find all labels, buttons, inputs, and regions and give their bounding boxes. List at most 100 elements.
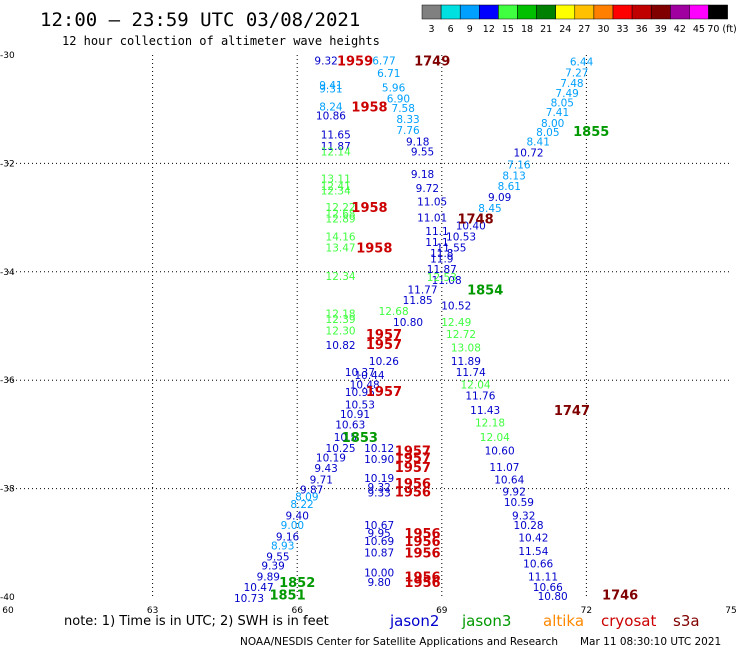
color-swatch xyxy=(421,4,442,20)
color-swatch xyxy=(689,4,709,20)
swh-value: 9.72 xyxy=(416,183,439,195)
swh-value: 9.71 xyxy=(310,474,333,486)
swh-value: 9.55 xyxy=(266,551,289,563)
swh-value: 8.33 xyxy=(396,114,419,126)
swh-value: 13.08 xyxy=(451,343,481,355)
color-scale-label: 27 xyxy=(578,24,590,35)
swh-value: 11.54 xyxy=(518,546,548,558)
time-label: 1957 xyxy=(366,338,402,353)
time-label: 1959 xyxy=(337,54,373,69)
swh-value: 10.91 xyxy=(340,409,370,421)
color-scale-label: 3 xyxy=(429,24,435,35)
color-scale-label: 9 xyxy=(467,24,473,35)
swh-value: 10.37 xyxy=(345,367,375,379)
color-swatch xyxy=(517,4,537,20)
swh-value: 8.05 xyxy=(536,127,559,139)
color-scale-label: 18 xyxy=(521,24,533,35)
swh-value: 7.49 xyxy=(555,88,578,100)
y-tick-label: -32 xyxy=(0,159,15,169)
footer-note: note: 1) Time is in UTC; 2) SWH is in fe… xyxy=(64,614,329,629)
swh-value: 8.45 xyxy=(478,203,501,215)
swh-value: 9.43 xyxy=(314,463,337,475)
color-swatch xyxy=(440,4,461,20)
color-scale-label: 33 xyxy=(617,24,629,35)
swh-value: 11.85 xyxy=(403,295,433,307)
swh-value: 12.39 xyxy=(326,314,356,326)
swh-value: 10.69 xyxy=(364,536,394,548)
swh-value: 11.07 xyxy=(489,462,519,474)
time-label: 1956 xyxy=(395,477,431,492)
swh-value: 11.01 xyxy=(417,213,447,225)
swh-value: 8.24 xyxy=(319,101,343,113)
swh-value: 10.80 xyxy=(538,591,568,603)
swh-value: 12.30 xyxy=(326,325,356,337)
x-axis-ticks: 60 63 66 69 72 75 xyxy=(2,606,736,616)
time-label: 1958 xyxy=(351,100,387,115)
swh-value: 14.16 xyxy=(326,232,356,244)
x-tick-label: 75 xyxy=(725,606,736,616)
color-scale-label: 15 xyxy=(502,24,514,35)
color-swatch xyxy=(650,4,671,20)
swh-value: 6.77 xyxy=(372,55,395,67)
swh-value: 8.09 xyxy=(295,492,318,504)
swh-value: 9.16 xyxy=(276,531,300,543)
swh-value: 10.86 xyxy=(316,111,346,123)
time-label: 1747 xyxy=(554,404,590,419)
swh-value: 5.96 xyxy=(382,83,406,95)
y-tick-label: -36 xyxy=(0,376,15,386)
swh-value: 9.33 xyxy=(367,487,390,499)
swh-value: 7.27 xyxy=(565,67,588,79)
color-swatch xyxy=(536,4,556,20)
time-label: 1957 xyxy=(366,328,402,343)
swh-value: 12.04 xyxy=(480,432,510,444)
swh-value: 9.92 xyxy=(502,486,525,498)
swh-value: 10.95 xyxy=(345,387,375,399)
swh-value: 10.66 xyxy=(533,582,563,594)
swh-value: 12.22 xyxy=(326,202,356,214)
swh-value: 6.71 xyxy=(377,68,400,80)
satellite-legend: jason2 jason3 altika cryosat s3a xyxy=(389,612,700,630)
swh-value: 9.31 xyxy=(319,84,342,96)
color-scale-label: 39 xyxy=(655,24,667,35)
legend-entry-cryosat: cryosat xyxy=(601,612,656,630)
swh-value: 10.90 xyxy=(364,454,394,466)
time-label: 1956 xyxy=(404,535,440,550)
swh-value: 9.18 xyxy=(406,137,429,149)
footer-timestamp: Mar 11 08:30:10 UTC 2021 xyxy=(580,636,721,648)
legend-entry-jason2: jason2 xyxy=(389,612,439,630)
color-scale-label: 21 xyxy=(540,24,552,35)
swh-value: 12.18 xyxy=(475,417,505,429)
swh-value: 11.9 xyxy=(430,253,453,265)
color-scale-label: 24 xyxy=(559,24,571,35)
swh-value: 9.55 xyxy=(411,146,434,158)
swh-value: 10.42 xyxy=(518,532,548,544)
swh-value: 11.8 xyxy=(430,248,453,260)
swh-value: 9.80 xyxy=(367,577,390,589)
time-label: 1748 xyxy=(457,213,493,228)
swh-value: 10.48 xyxy=(350,380,380,392)
swh-value: 7.16 xyxy=(507,159,531,171)
swh-value: 9.87 xyxy=(300,485,323,497)
swh-value: 7.58 xyxy=(392,103,415,115)
color-scale-label: 6 xyxy=(448,24,454,35)
y-tick-label: -30 xyxy=(0,51,15,61)
swh-value: 9.32 xyxy=(367,482,390,494)
time-label: 1956 xyxy=(404,547,440,562)
swh-value: 10.82 xyxy=(326,340,356,352)
color-scale-bar: 3 6 9 12 15 18 21 24 27 30 33 36 39 42 45 70 (ft) xyxy=(421,4,737,35)
color-swatch xyxy=(459,4,480,20)
color-swatch xyxy=(593,4,614,20)
swh-value: 13.47 xyxy=(326,242,356,254)
plot-grid xyxy=(8,55,731,597)
swh-value: 10.59 xyxy=(504,497,534,509)
x-tick-label: 69 xyxy=(436,606,448,616)
time-label: 1956 xyxy=(395,485,431,500)
swh-value: 10.64 xyxy=(494,474,524,486)
swh-value: 12.41 xyxy=(321,181,351,193)
time-label: 1956 xyxy=(404,576,440,591)
swh-value: 10.66 xyxy=(523,558,553,570)
color-scale-label: 42 xyxy=(674,24,686,35)
swh-value: 6.44 xyxy=(570,57,594,69)
time-labels: 1959 174919581855195817481958185419571957… xyxy=(269,54,638,603)
